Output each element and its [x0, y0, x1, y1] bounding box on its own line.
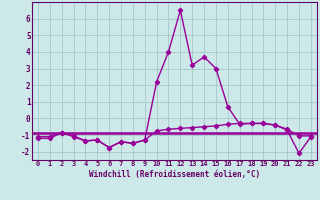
X-axis label: Windchill (Refroidissement éolien,°C): Windchill (Refroidissement éolien,°C) [89, 170, 260, 179]
